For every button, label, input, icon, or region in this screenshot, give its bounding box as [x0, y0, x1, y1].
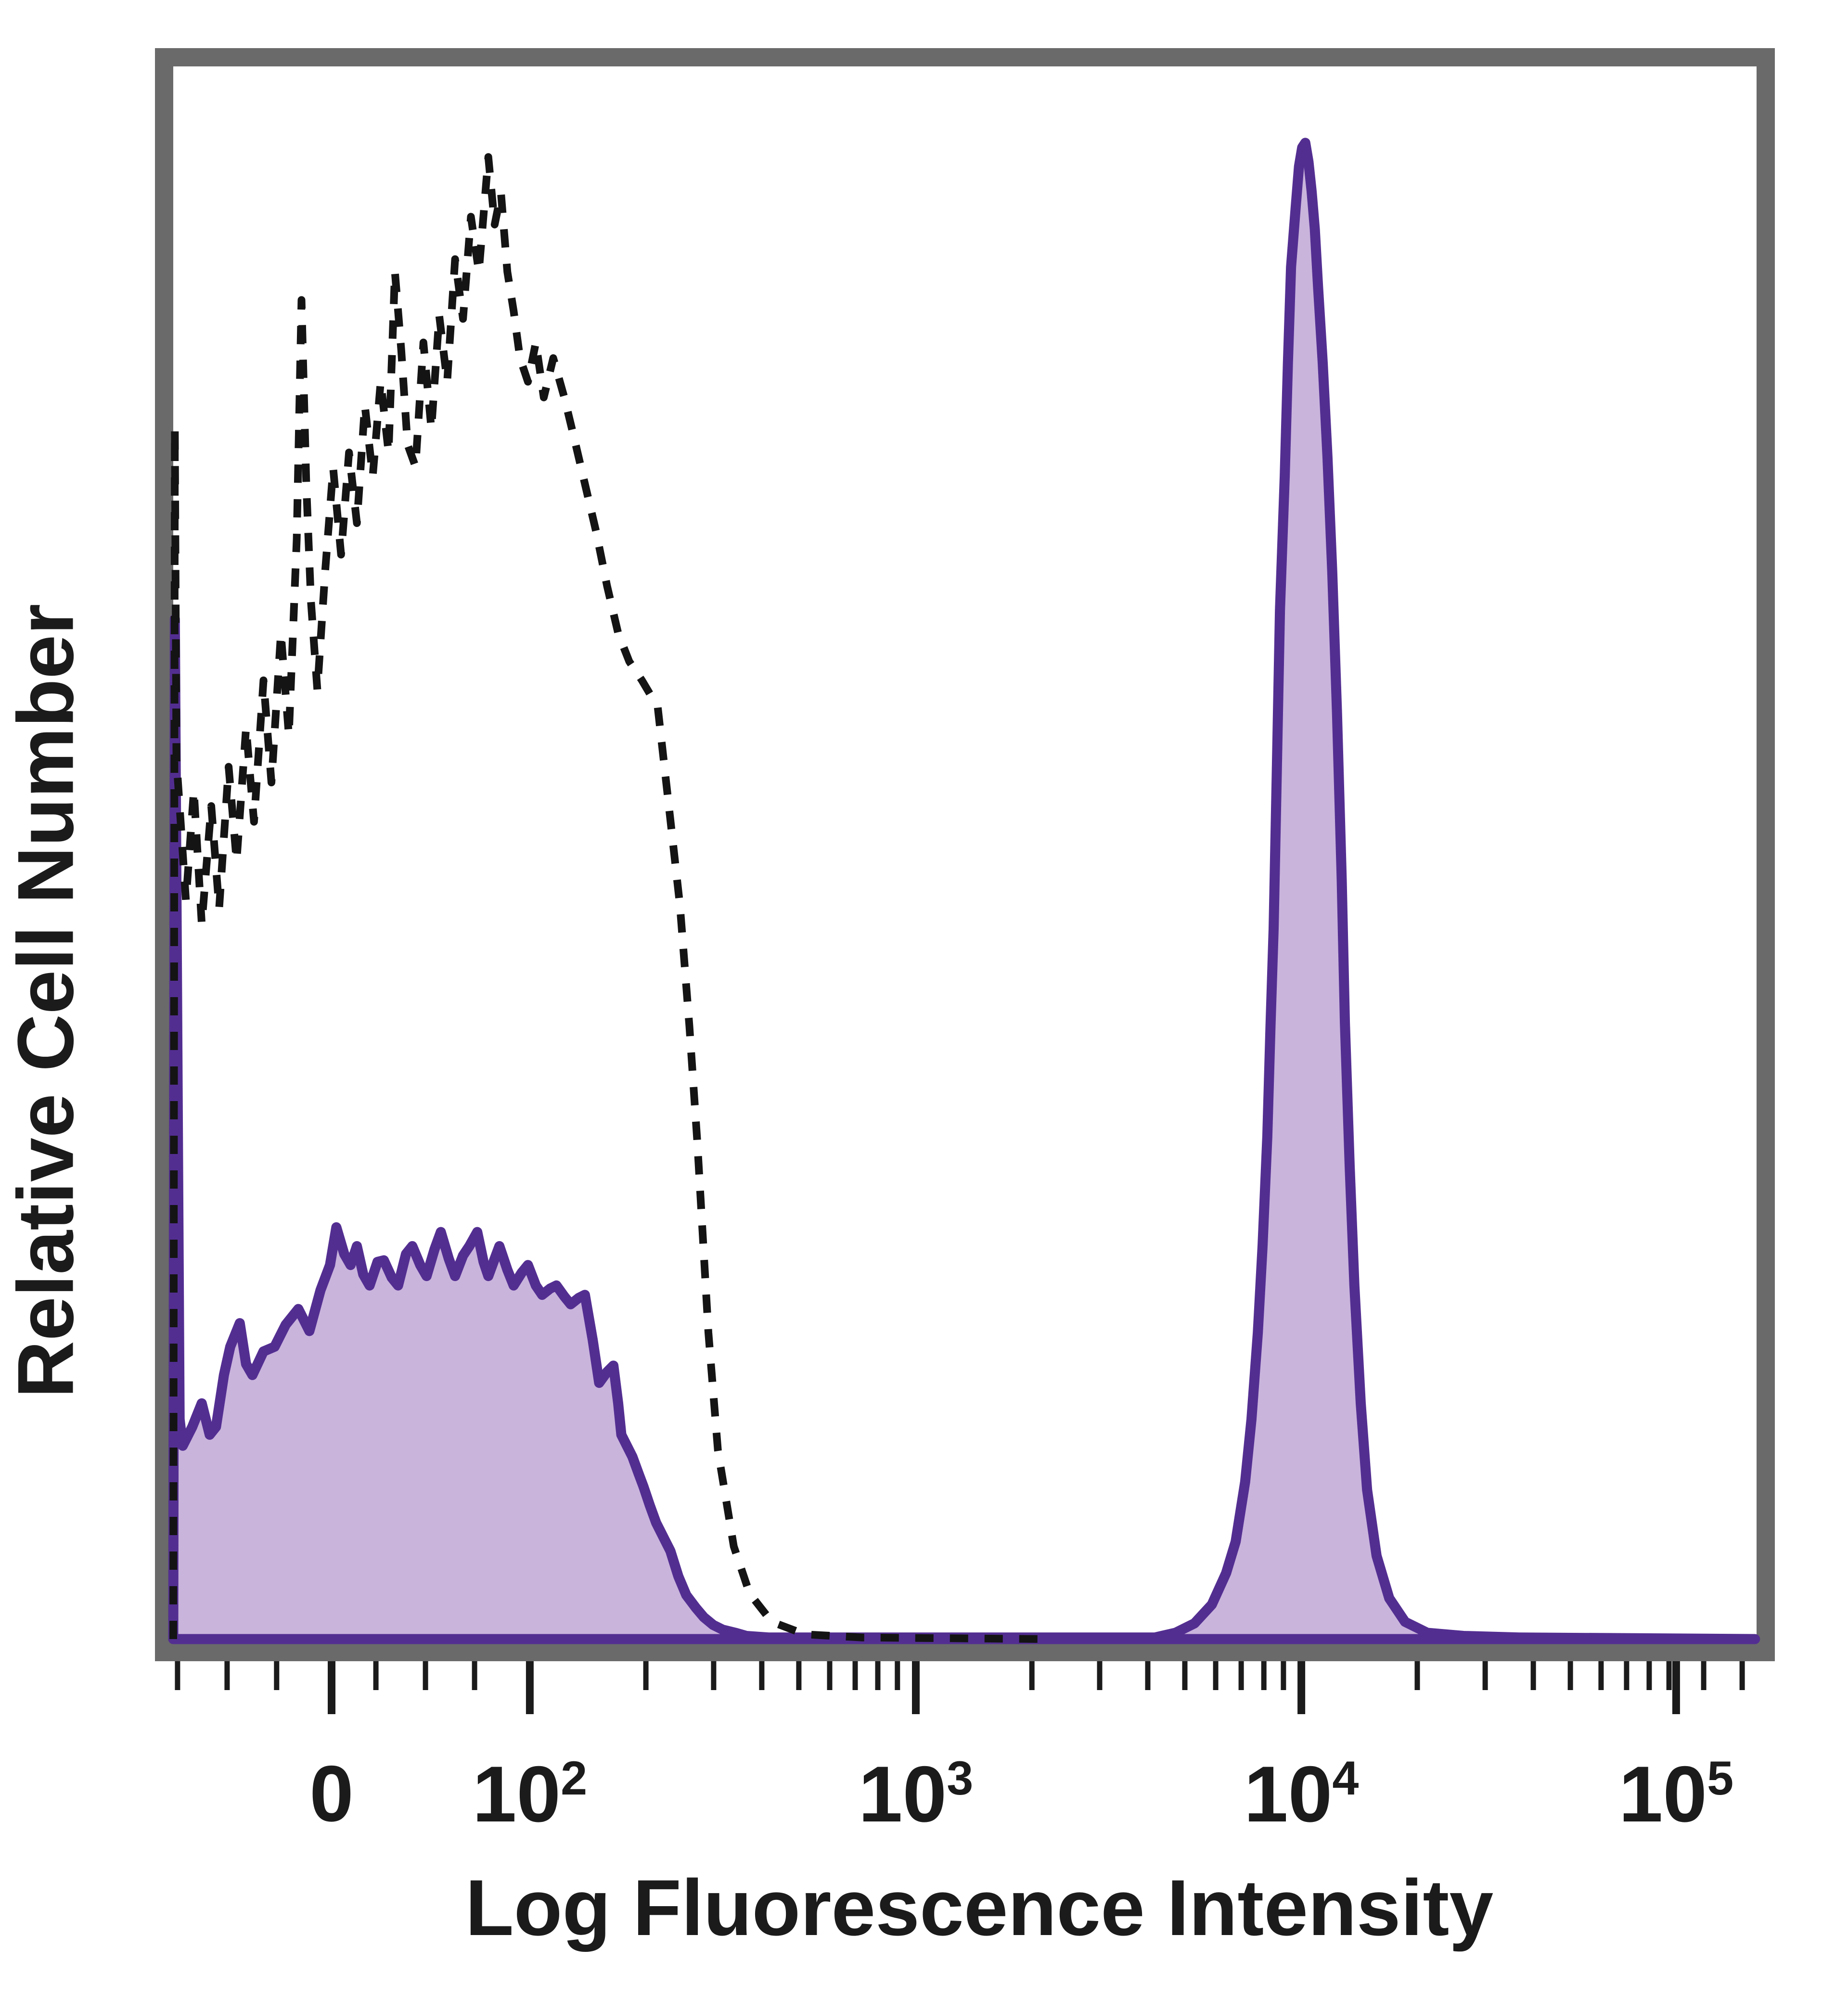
x-tick-label-exponent: 2 [561, 1751, 588, 1805]
x-tick-label: 103 [858, 1750, 974, 1838]
x-tick-label-exponent: 5 [1707, 1751, 1734, 1805]
x-tick-label: 0 [309, 1749, 354, 1838]
x-tick-label: 105 [1618, 1750, 1734, 1838]
control-histogram-line [169, 153, 1044, 1643]
stained-histogram-area [168, 138, 1760, 1644]
x-tick-label: 102 [472, 1750, 588, 1838]
x-axis-title: Log Fluorescence Intensity [465, 1863, 1494, 1952]
x-tick-label-exponent: 3 [947, 1751, 974, 1805]
x-tick-label-exponent: 4 [1332, 1751, 1359, 1805]
y-axis-title: Relative Cell Number [1, 603, 90, 1398]
x-tick-label: 104 [1244, 1750, 1359, 1838]
plot-border [155, 48, 1775, 1661]
